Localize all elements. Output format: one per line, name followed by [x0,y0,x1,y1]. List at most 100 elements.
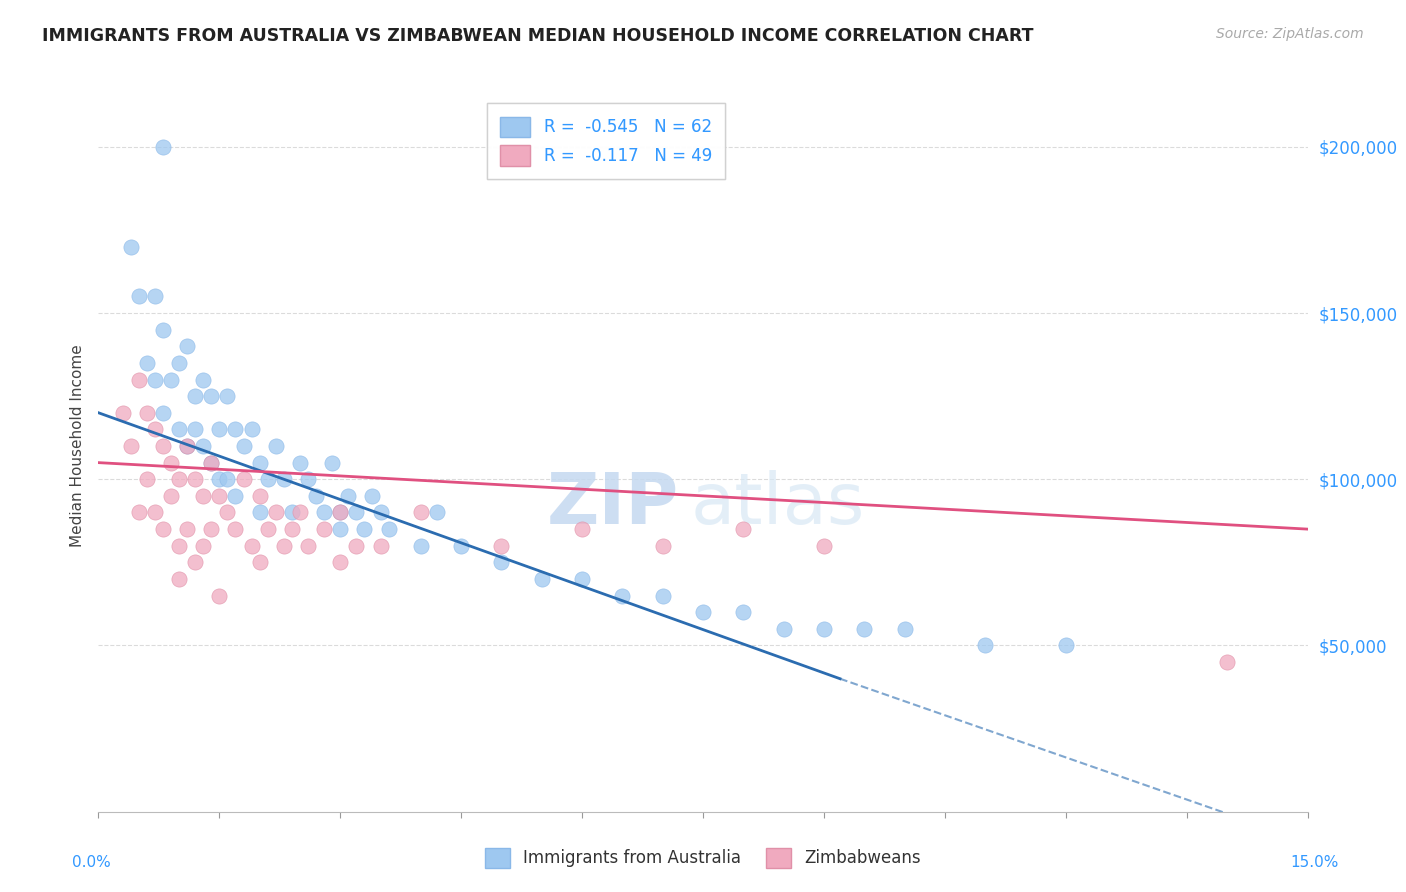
Point [208,589,231,603]
Point [135,406,157,420]
Point [167,572,190,586]
Point [264,506,287,520]
Point [184,555,207,569]
Point [491,539,513,553]
Point [120,239,142,253]
Point [571,572,593,586]
Point [612,589,634,603]
Point [288,456,311,470]
Point [200,522,222,536]
Point [240,539,263,553]
Point [370,539,392,553]
Point [281,506,304,520]
Point [297,539,319,553]
Point [143,422,166,436]
Point [200,389,222,403]
Point [813,539,835,553]
Point [288,506,311,520]
Point [409,539,432,553]
Point [217,472,239,486]
Point [409,506,432,520]
Point [143,372,166,386]
Point [152,439,174,453]
Point [193,539,215,553]
Point [224,422,246,436]
Point [208,422,231,436]
Point [450,539,472,553]
Point [167,356,190,370]
Point [232,472,254,486]
Point [240,422,263,436]
Point [167,472,190,486]
Point [974,639,997,653]
Text: 15.0%: 15.0% [1291,855,1339,870]
Text: 0.0%: 0.0% [72,855,111,870]
Point [256,522,278,536]
Point [249,506,271,520]
Point [249,489,271,503]
Point [249,456,271,470]
Point [361,489,384,503]
Legend: Immigrants from Australia, Zimbabweans: Immigrants from Australia, Zimbabweans [478,841,928,875]
Point [224,522,246,536]
Point [111,406,134,420]
Point [321,456,343,470]
Point [571,522,593,536]
Point [160,456,183,470]
Point [152,406,174,420]
Point [143,506,166,520]
Point [651,589,673,603]
Point [733,605,755,619]
Point [200,456,222,470]
Point [491,555,513,569]
Point [733,522,755,536]
Point [217,389,239,403]
Point [329,506,352,520]
Point [135,356,157,370]
Point [176,439,198,453]
Text: IMMIGRANTS FROM AUSTRALIA VS ZIMBABWEAN MEDIAN HOUSEHOLD INCOME CORRELATION CHAR: IMMIGRANTS FROM AUSTRALIA VS ZIMBABWEAN … [42,27,1033,45]
Point [314,522,336,536]
Point [692,605,714,619]
Text: atlas: atlas [690,470,865,539]
Point [176,439,198,453]
Point [200,456,222,470]
Point [128,289,150,303]
Point [160,489,183,503]
Point [184,389,207,403]
Point [273,539,295,553]
Point [314,506,336,520]
Point [160,372,183,386]
Point [249,555,271,569]
Text: ZIP: ZIP [547,470,679,539]
Point [135,472,157,486]
Text: Source: ZipAtlas.com: Source: ZipAtlas.com [1216,27,1364,41]
Point [152,323,174,337]
Point [217,506,239,520]
Point [329,555,352,569]
Point [167,422,190,436]
Point [193,439,215,453]
Point [329,522,352,536]
Point [273,472,295,486]
Point [193,489,215,503]
Point [281,522,304,536]
Point [176,339,198,353]
Point [853,622,876,636]
Point [530,572,553,586]
Point [224,489,246,503]
Point [256,472,278,486]
Point [208,472,231,486]
Point [305,489,328,503]
Point [128,506,150,520]
Point [344,506,367,520]
Point [813,622,835,636]
Point [167,539,190,553]
Point [193,372,215,386]
Point [264,439,287,453]
Point [329,506,352,520]
Point [772,622,794,636]
Point [120,439,142,453]
Point [232,439,254,453]
Point [426,506,449,520]
